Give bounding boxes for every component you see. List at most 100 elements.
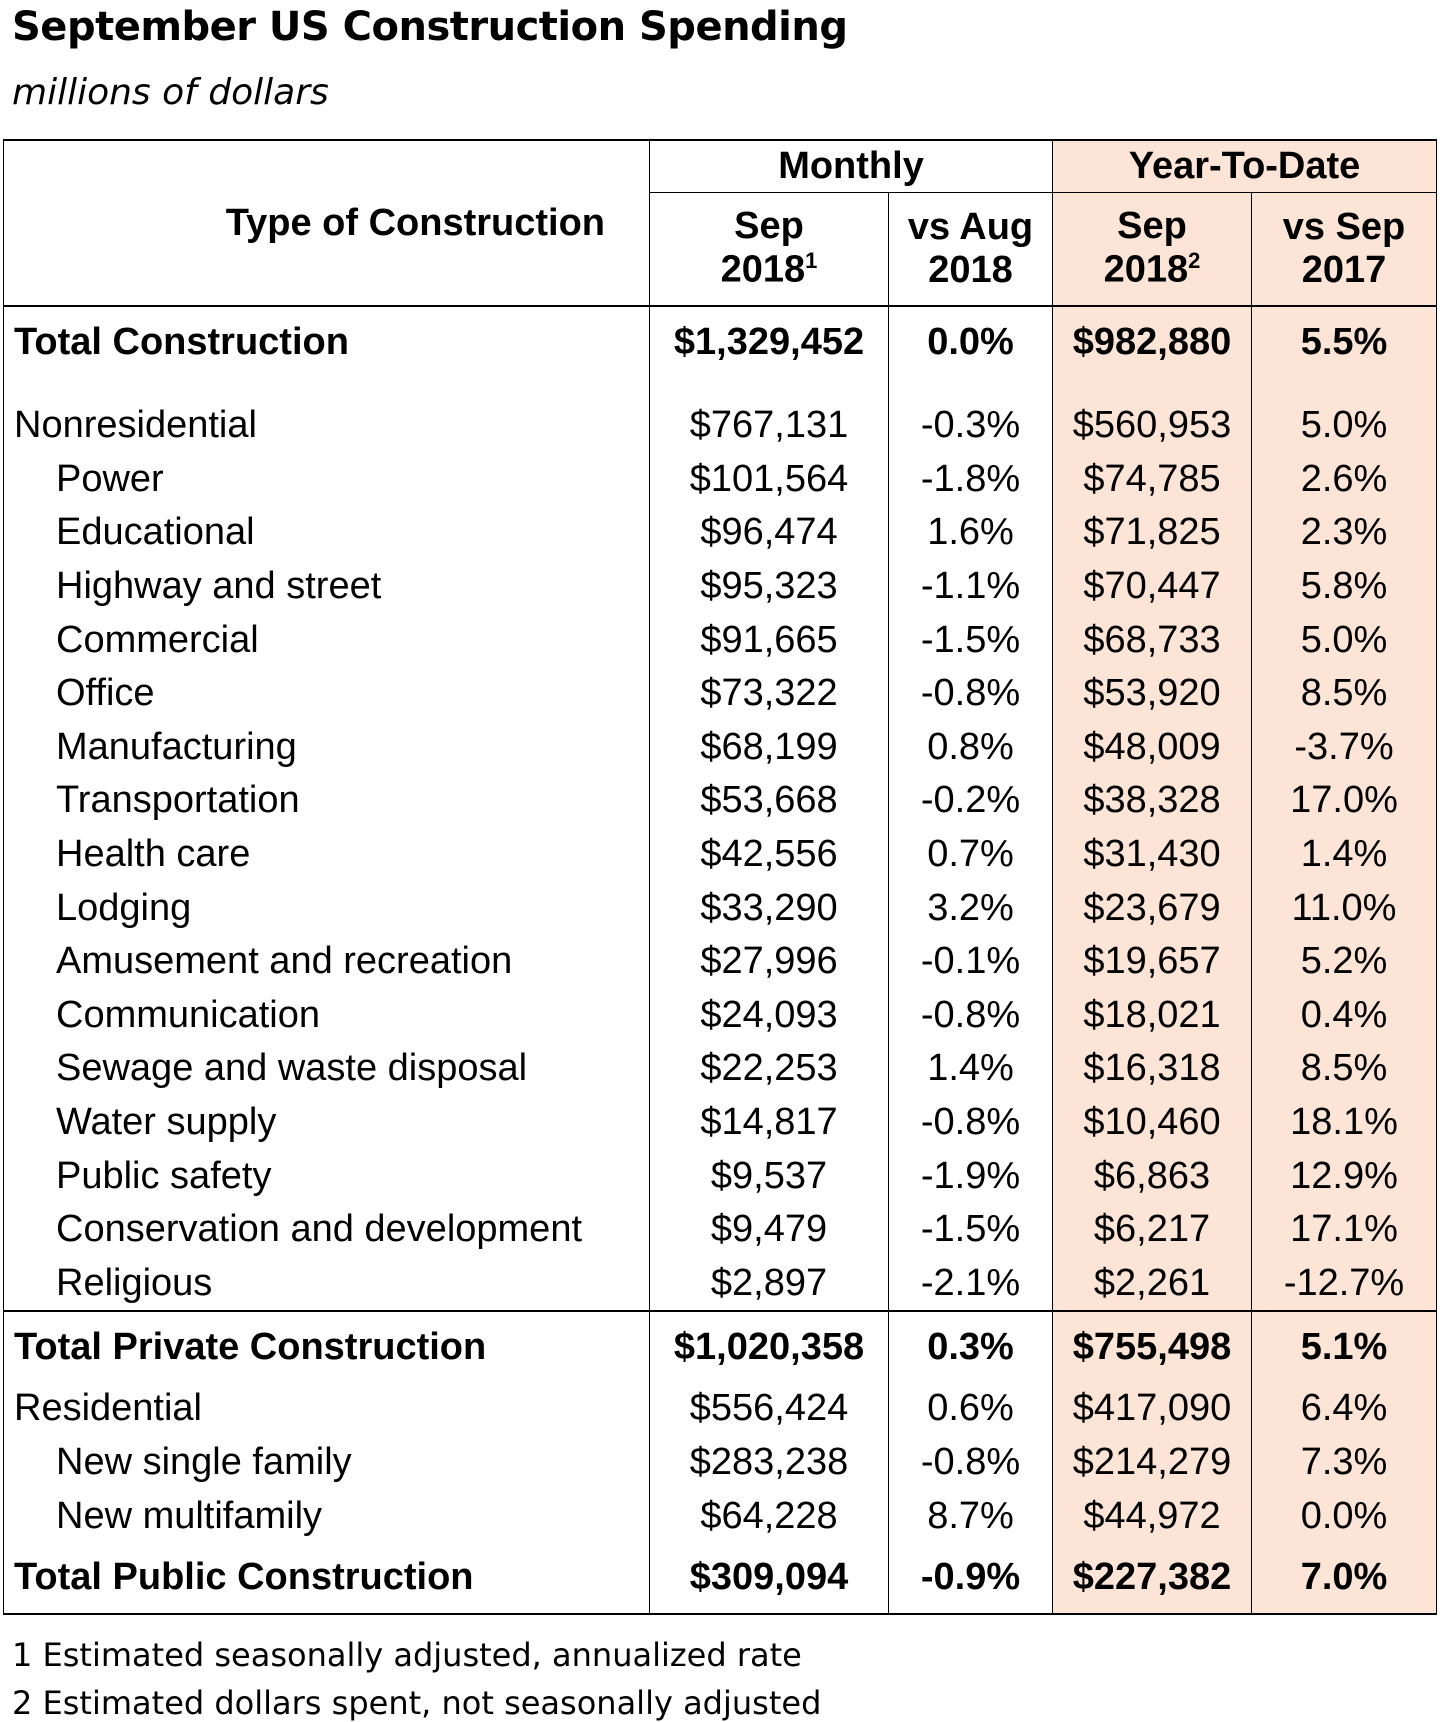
monthly-change: 0.3% <box>887 1310 1054 1383</box>
ytd-change: 5.0% <box>1251 399 1438 453</box>
table-row: New single family $283,238 -0.8% $214,279 7.… <box>3 1435 1438 1490</box>
ytd-change: 0.4% <box>1251 988 1438 1043</box>
ytd-change: 7.0% <box>1251 1542 1438 1615</box>
ytd-value: $10,460 <box>1052 1095 1253 1150</box>
ytd-value: $70,447 <box>1052 559 1253 614</box>
monthly-change: -1.5% <box>887 1202 1054 1257</box>
row-label: Office <box>3 666 650 721</box>
monthly-change: -0.9% <box>887 1542 1054 1615</box>
ytd-value: $44,972 <box>1052 1489 1253 1543</box>
row-label: Communication <box>3 988 650 1043</box>
ytd-value: $19,657 <box>1052 934 1253 989</box>
monthly-change: -1.5% <box>887 613 1054 667</box>
monthly-value: $9,479 <box>649 1202 889 1257</box>
monthly-change: -0.8% <box>887 1435 1054 1490</box>
ytd-change: 1.4% <box>1251 827 1438 882</box>
footnote-2: 2 Estimated dollars spent, not seasonall… <box>12 1684 822 1722</box>
header-ytd-sep: Sep 20182 <box>1052 192 1253 307</box>
table-row: Lodging $33,290 3.2% $23,679 11.0% <box>3 881 1438 935</box>
header-ytd: Year-To-Date <box>1052 139 1438 193</box>
row-label: Manufacturing <box>3 720 650 775</box>
ytd-value: $38,328 <box>1052 774 1253 828</box>
monthly-change: 1.6% <box>887 506 1054 560</box>
table-row: Transportation $53,668 -0.2% $38,328 17.0% <box>3 774 1438 828</box>
row-label: Total Construction <box>3 306 650 399</box>
ytd-value: $2,261 <box>1052 1256 1253 1312</box>
monthly-change: 8.7% <box>887 1489 1054 1543</box>
monthly-change: 3.2% <box>887 881 1054 935</box>
ytd-change: 2.3% <box>1251 506 1438 560</box>
ytd-value: $68,733 <box>1052 613 1253 667</box>
row-label: Commercial <box>3 613 650 667</box>
table-row: Manufacturing $68,199 0.8% $48,009 -3.7% <box>3 720 1438 775</box>
row-label: Total Public Construction <box>3 1542 650 1615</box>
ytd-value: $755,498 <box>1052 1310 1253 1383</box>
ytd-value: $16,318 <box>1052 1042 1253 1096</box>
row-label: Conservation and development <box>3 1202 650 1257</box>
header-monthly: Monthly <box>648 139 1054 193</box>
monthly-change: 0.8% <box>887 720 1054 775</box>
table-row: Amusement and recreation $27,996 -0.1% $19,… <box>3 934 1438 989</box>
row-label: Water supply <box>3 1095 650 1150</box>
monthly-value: $68,199 <box>649 720 889 775</box>
monthly-change: -2.1% <box>887 1256 1054 1312</box>
ytd-change: 2.6% <box>1251 452 1438 507</box>
header-monthly-sep: Sep 20181 <box>649 192 889 307</box>
monthly-value: $283,238 <box>649 1435 889 1490</box>
ytd-change: 8.5% <box>1251 666 1438 721</box>
ytd-value: $560,953 <box>1052 399 1253 453</box>
table-row: Educational $96,474 1.6% $71,825 2.3% <box>3 506 1438 560</box>
monthly-value: $95,323 <box>649 559 889 614</box>
row-label: Lodging <box>3 881 650 935</box>
table-row: Total Private Construction $1,020,358 0.3%… <box>3 1310 1438 1383</box>
monthly-value: $42,556 <box>649 827 889 882</box>
ytd-change: 5.8% <box>1251 559 1438 614</box>
ytd-value: $23,679 <box>1052 881 1253 935</box>
ytd-change: 17.0% <box>1251 774 1438 828</box>
monthly-value: $1,329,452 <box>649 306 889 399</box>
row-label: Residential <box>3 1382 650 1436</box>
monthly-change: -0.3% <box>887 399 1054 453</box>
page-title: September US Construction Spending <box>12 4 848 50</box>
ytd-value: $6,863 <box>1052 1149 1253 1203</box>
ytd-change: 5.0% <box>1251 613 1438 667</box>
header-ytd-vs: vs Sep 2017 <box>1251 192 1438 307</box>
table-row: Sewage and waste disposal $22,253 1.4% $16,… <box>3 1042 1438 1096</box>
table-row: Communication $24,093 -0.8% $18,021 0.4% <box>3 988 1438 1043</box>
row-label: New multifamily <box>3 1489 650 1543</box>
row-label: Religious <box>3 1256 650 1312</box>
ytd-change: 8.5% <box>1251 1042 1438 1096</box>
monthly-value: $73,322 <box>649 666 889 721</box>
monthly-value: $96,474 <box>649 506 889 560</box>
monthly-change: 0.0% <box>887 306 1054 399</box>
monthly-change: -1.1% <box>887 559 1054 614</box>
ytd-value: $227,382 <box>1052 1542 1253 1615</box>
ytd-change: 7.3% <box>1251 1435 1438 1490</box>
monthly-change: -0.2% <box>887 774 1054 828</box>
table-row: Public safety $9,537 -1.9% $6,863 12.9% <box>3 1149 1438 1203</box>
ytd-change: -12.7% <box>1251 1256 1438 1312</box>
monthly-change: 1.4% <box>887 1042 1054 1096</box>
ytd-value: $31,430 <box>1052 827 1253 882</box>
monthly-value: $22,253 <box>649 1042 889 1096</box>
monthly-change: 0.7% <box>887 827 1054 882</box>
ytd-change: 17.1% <box>1251 1202 1438 1257</box>
monthly-value: $9,537 <box>649 1149 889 1203</box>
row-label: Nonresidential <box>3 399 650 453</box>
monthly-change: -0.8% <box>887 666 1054 721</box>
header-monthly-vs: vs Aug 2018 <box>887 192 1054 307</box>
table-row: Power $101,564 -1.8% $74,785 2.6% <box>3 452 1438 507</box>
row-label: Highway and street <box>3 559 650 614</box>
ytd-change: 6.4% <box>1251 1382 1438 1436</box>
table-row: Water supply $14,817 -0.8% $10,460 18.1% <box>3 1095 1438 1150</box>
monthly-change: -1.9% <box>887 1149 1054 1203</box>
monthly-change: -0.8% <box>887 1095 1054 1150</box>
ytd-value: $214,279 <box>1052 1435 1253 1490</box>
ytd-change: 0.0% <box>1251 1489 1438 1543</box>
monthly-value: $767,131 <box>649 399 889 453</box>
ytd-change: 18.1% <box>1251 1095 1438 1150</box>
ytd-value: $71,825 <box>1052 506 1253 560</box>
monthly-value: $101,564 <box>649 452 889 507</box>
table-row: Nonresidential $767,131 -0.3% $560,953 5.0% <box>3 399 1438 453</box>
monthly-value: $14,817 <box>649 1095 889 1150</box>
